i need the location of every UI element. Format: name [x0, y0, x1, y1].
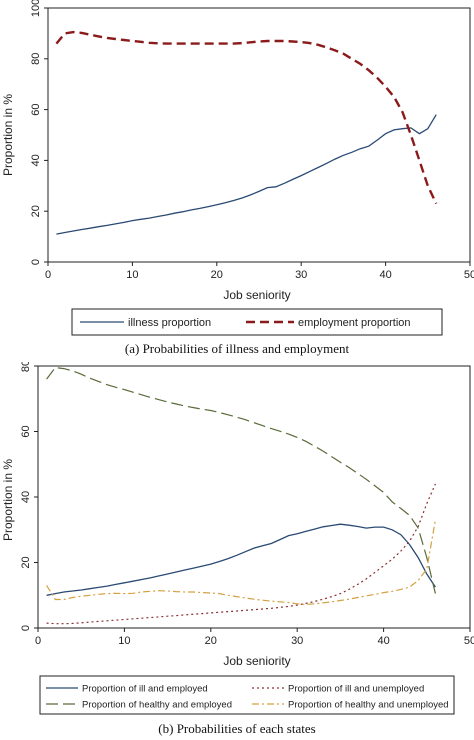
series-line-b-3: [46, 519, 436, 606]
x-axis-title-a: Job seniority: [223, 288, 290, 302]
series-line-b-1: [46, 483, 436, 625]
x-tick-label-b-0: 0: [35, 635, 41, 647]
x-tick-label-b-30: 30: [291, 635, 303, 647]
x-tick-label-b-50: 50: [464, 635, 474, 647]
y-tick-label-a-20: 20: [30, 205, 42, 217]
x-tick-label-a-50: 50: [464, 269, 474, 281]
series-line-a-0: [56, 114, 437, 235]
legend-label-healthy-employed: Proportion of healthy and employed: [82, 700, 232, 711]
caption-a: (a) Probabilities of illness and employm…: [124, 341, 350, 356]
x-tick-label-a-0: 0: [45, 269, 51, 281]
legend-box-a: [71, 308, 443, 336]
y-tick-label-a-60: 60: [30, 103, 42, 115]
plot-area-b: 0 10 20 30 40 50 0 20 40 60 80: [20, 362, 474, 647]
plot-frame-a: [47, 7, 471, 263]
legend-a: illness proportion employment proportion: [71, 308, 443, 336]
x-tick-label-a-40: 40: [379, 269, 391, 281]
legend-label-employment: employment proportion: [298, 317, 411, 329]
series-line-b-2: [46, 366, 436, 594]
y-tick-label-b-20: 20: [20, 556, 32, 568]
x-tick-label-b-10: 10: [118, 635, 130, 647]
x-tick-label-b-20: 20: [205, 635, 217, 647]
legend-label-ill-unemployed: Proportion of ill and unemployed: [288, 684, 424, 695]
y-tick-label-a-80: 80: [30, 53, 42, 65]
y-axis-title-b: Proportion in %: [1, 459, 15, 541]
y-tick-label-a-0: 0: [30, 259, 42, 265]
x-axis-title-b: Job seniority: [223, 654, 290, 668]
series-line-b-0: [46, 523, 436, 596]
legend-box-b: [39, 675, 455, 715]
y-tick-label-a-40: 40: [30, 154, 42, 166]
x-tick-label-a-10: 10: [126, 269, 138, 281]
x-tick-label-a-20: 20: [211, 269, 223, 281]
y-axis-title-a: Proportion in %: [1, 94, 15, 176]
x-tick-label-a-30: 30: [295, 269, 307, 281]
y-tick-label-a-100: 100: [30, 0, 42, 17]
legend-label-illness: illness proportion: [128, 317, 211, 329]
plot-area-a: 0 10 20 30 40 50 0 20 40 60 80 100: [30, 0, 474, 281]
y-tick-label-b-40: 40: [20, 491, 32, 503]
chart-b: 0 10 20 30 40 50 0 20 40 60 80 Proportion in % Job…: [1, 362, 474, 715]
legend-b: Proportion of ill and employed Proportio…: [39, 675, 455, 715]
y-tick-label-b-60: 60: [20, 425, 32, 437]
plot-frame-b: [37, 365, 471, 629]
series-line-a-1: [55, 30, 438, 205]
y-tick-label-b-80: 80: [20, 362, 32, 372]
x-tick-label-b-40: 40: [377, 635, 389, 647]
legend-label-ill-employed: Proportion of ill and employed: [82, 684, 208, 695]
legend-label-healthy-unemployed: Proportion of healthy and unemployed: [288, 700, 449, 711]
y-tick-label-b-0: 0: [20, 625, 32, 631]
caption-b: (b) Probabilities of each states: [158, 721, 316, 736]
